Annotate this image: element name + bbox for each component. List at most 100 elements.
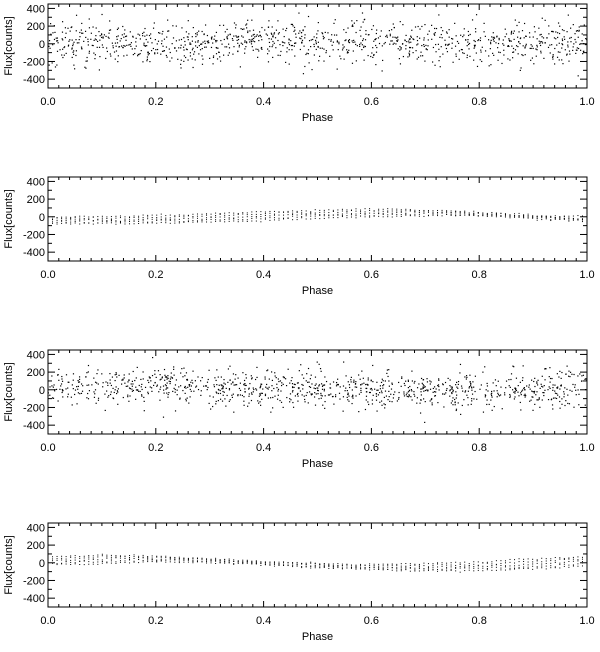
- data-point: [228, 218, 230, 220]
- data-point: [399, 63, 402, 65]
- data-point: [451, 47, 453, 49]
- data-point: [477, 39, 479, 42]
- data-point: [347, 40, 350, 42]
- data-point: [124, 223, 126, 225]
- data-point: [495, 213, 497, 215]
- data-point: [508, 385, 510, 387]
- data-point: [171, 377, 173, 379]
- data-point: [301, 217, 303, 219]
- data-point: [424, 386, 426, 388]
- data-point: [455, 214, 457, 216]
- data-point: [541, 561, 543, 563]
- data-point: [272, 56, 274, 59]
- data-point: [520, 392, 522, 394]
- data-point: [314, 567, 316, 569]
- data-point: [563, 218, 565, 220]
- data-point: [208, 402, 210, 405]
- data-point: [194, 41, 197, 43]
- data-point: [264, 563, 266, 565]
- data-point: [110, 560, 112, 562]
- data-point: [196, 217, 198, 219]
- data-point: [237, 562, 239, 564]
- data-point: [313, 396, 316, 398]
- data-point: [250, 392, 253, 394]
- data-point: [119, 221, 121, 223]
- data-point: [243, 379, 246, 382]
- data-point: [255, 213, 257, 215]
- data-point: [229, 33, 231, 35]
- data-point: [450, 568, 452, 570]
- data-point: [541, 219, 543, 221]
- data-point: [411, 380, 413, 382]
- data-point: [192, 66, 194, 69]
- data-point: [140, 49, 142, 52]
- data-point: [80, 29, 82, 31]
- data-point: [530, 59, 532, 61]
- data-point: [245, 377, 247, 379]
- data-point: [473, 47, 475, 49]
- data-point: [196, 215, 198, 217]
- x-ticks: 0.0 0.2 0.4 0.6 0.8 1.0: [40, 4, 595, 108]
- data-point: [464, 390, 467, 392]
- data-point: [471, 400, 473, 402]
- data-point: [197, 388, 200, 391]
- data-point: [267, 397, 269, 399]
- data-point: [504, 213, 506, 215]
- data-point: [255, 560, 257, 562]
- data-point: [360, 387, 362, 389]
- data-point: [455, 384, 457, 386]
- data-point: [561, 39, 564, 42]
- data-point: [578, 404, 580, 406]
- data-point: [488, 403, 490, 406]
- data-point: [187, 558, 189, 560]
- data-point: [471, 389, 473, 391]
- data-point: [482, 371, 484, 373]
- data-point: [79, 36, 81, 38]
- data-points: [47, 553, 588, 573]
- data-point: [495, 569, 497, 571]
- data-point: [572, 49, 574, 52]
- data-point: [491, 561, 493, 563]
- data-point: [310, 562, 312, 564]
- data-point: [500, 214, 502, 216]
- data-point: [217, 392, 220, 395]
- data-point: [567, 41, 569, 43]
- data-point: [529, 47, 531, 50]
- data-point: [440, 33, 442, 36]
- data-point: [432, 46, 435, 49]
- data-point: [151, 218, 153, 220]
- data-point: [558, 396, 561, 398]
- data-point: [517, 53, 519, 55]
- data-point: [301, 39, 304, 41]
- data-point: [260, 214, 262, 215]
- data-point: [328, 209, 330, 211]
- data-point: [532, 409, 534, 411]
- data-point: [346, 217, 348, 219]
- data-point: [415, 50, 417, 52]
- data-point: [242, 212, 244, 214]
- data-point: [255, 35, 257, 37]
- data-point: [409, 570, 411, 572]
- data-point: [180, 47, 182, 49]
- data-point: [165, 222, 167, 224]
- data-point: [536, 217, 538, 219]
- data-point: [350, 567, 352, 569]
- data-point: [320, 392, 322, 395]
- data-point: [570, 36, 572, 39]
- data-point: [397, 48, 399, 50]
- data-point: [116, 42, 119, 44]
- data-point: [554, 561, 556, 563]
- data-point: [581, 556, 583, 558]
- data-point: [460, 48, 463, 51]
- data-point: [504, 566, 506, 568]
- data-point: [526, 385, 528, 387]
- data-point: [568, 219, 570, 221]
- data-point: [273, 217, 275, 219]
- data-point: [455, 212, 457, 214]
- data-point: [559, 567, 561, 569]
- data-point: [498, 51, 500, 53]
- data-point: [410, 396, 412, 398]
- data-point: [537, 399, 539, 401]
- data-point: [410, 41, 412, 43]
- data-point: [167, 375, 169, 377]
